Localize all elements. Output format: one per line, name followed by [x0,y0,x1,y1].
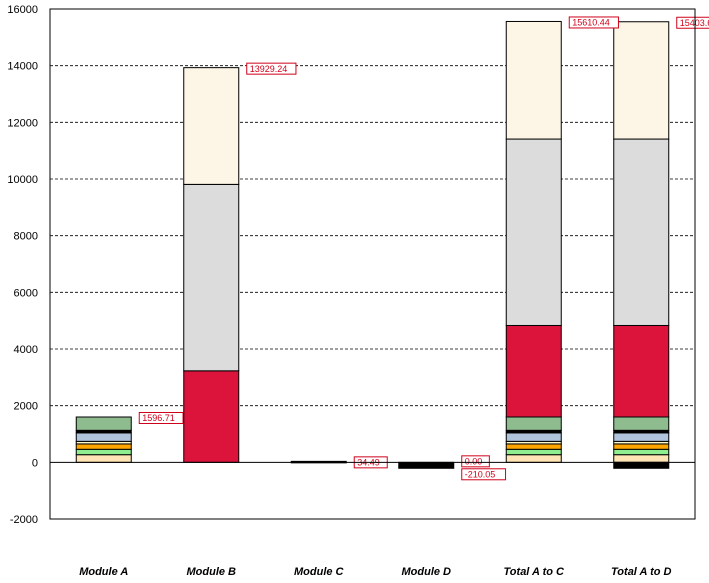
gridlines [50,8,695,407]
data-label: -210.05 [461,468,507,481]
category-label: Total A to D [611,566,672,578]
y-tick-label: -2000 [10,514,38,526]
data-label-text: 15403.6 [680,18,709,28]
bar-segment [505,448,562,456]
data-label-text: 15610.44 [572,18,610,28]
bar-segment [505,416,562,431]
category-label: Module B [187,566,237,578]
bar-segment [75,432,132,442]
data-label: 0.00 [461,455,490,468]
category-label: Total A to C [504,566,566,578]
bar-segment [75,454,132,463]
data-label: 15403.6 [676,16,709,29]
bars [75,20,670,469]
plot-frame [49,8,696,520]
bar-segment [613,138,670,326]
y-tick-label: 16000 [7,4,38,16]
y-tick-label: 6000 [14,287,38,299]
bar-segment [183,67,240,185]
data-label-text: -210.05 [465,469,496,479]
bar-segment [183,183,240,372]
y-tick-label: 4000 [14,344,38,356]
bar-segment [505,443,562,450]
bar-segment [75,443,132,450]
bar-segment [183,370,240,463]
bar-segment [613,21,670,140]
data-label-box [461,455,490,468]
y-tick-label: 12000 [7,117,38,129]
bar-segment [613,461,670,469]
y-tick-label: 8000 [14,231,38,243]
data-label: 1596.71 [138,412,184,424]
bar-segment [505,324,562,418]
bar-segment [613,443,670,450]
bar-segment [613,324,670,418]
y-tick-label: 2000 [14,401,38,413]
data-label-text: 13929.24 [250,64,288,74]
data-label-box [246,62,297,75]
bar-segment [613,432,670,442]
category-label: Module C [294,566,345,578]
y-tick-label: 10000 [7,174,38,186]
y-tick-label: 14000 [7,61,38,73]
data-label-text: 1596.71 [142,413,175,423]
category-label: Module D [402,566,452,578]
y-tick-label: 0 [32,457,38,469]
data-label-box [461,468,507,481]
data-label-text: 0.00 [465,457,483,467]
data-label: 15610.44 [568,16,619,29]
data-label: 13929.24 [246,62,297,75]
bar-segment [505,432,562,442]
bar-segment [613,416,670,431]
bar-segment [75,416,132,431]
bar-segment [505,20,562,140]
category-label: Module A [79,566,128,578]
bar-segment [398,461,455,469]
bar-segment [613,448,670,456]
data-label-box [676,16,709,29]
data-label-box [138,412,184,424]
data-label-box [568,16,619,29]
bar-segment [613,454,670,463]
axes: -2000 0 2000 4000 6000 8000 10000 12000 14000 160… [7,4,696,578]
bar-segment [505,138,562,326]
bar-segment [505,454,562,463]
bar-segment [75,448,132,456]
